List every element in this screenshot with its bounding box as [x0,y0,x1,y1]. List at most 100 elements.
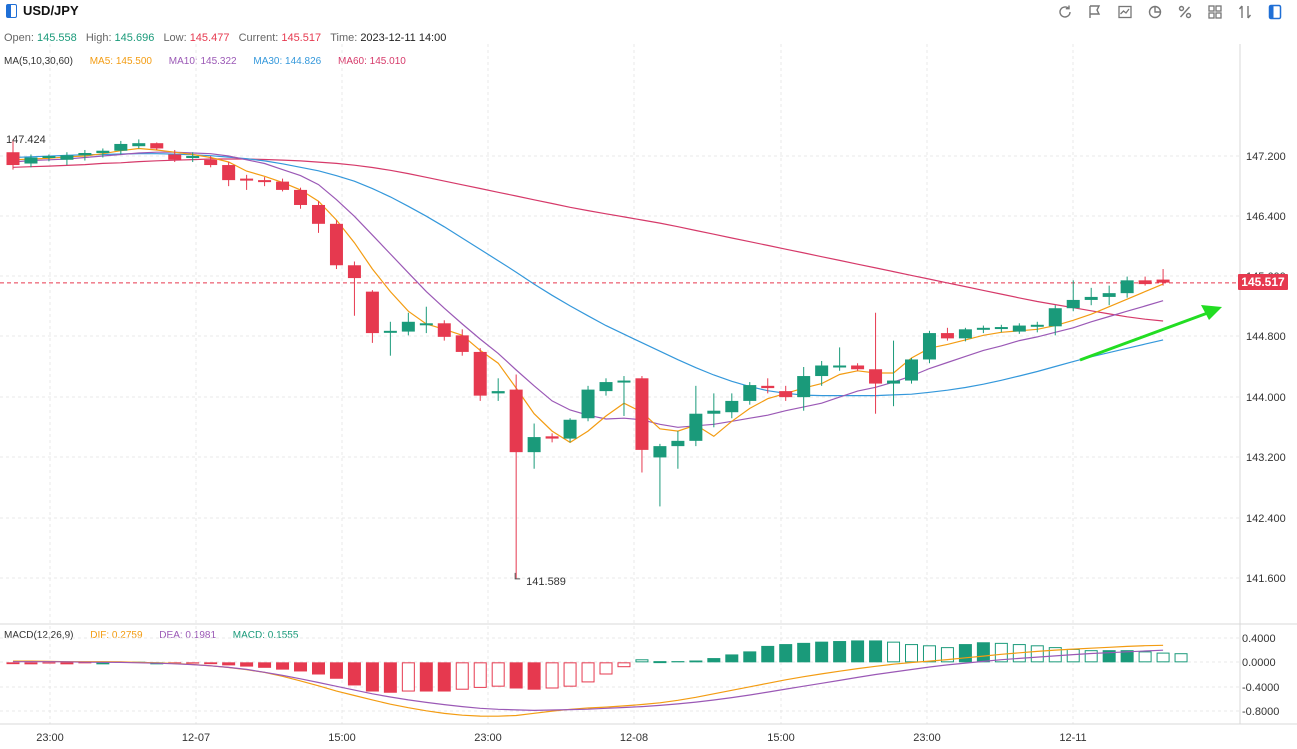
candle-body [419,323,433,326]
candle [60,152,74,166]
time-value: 2023-12-11 14:00 [360,32,447,44]
macd-bar [922,645,936,663]
candle-body [473,351,487,396]
macd-tick-label: 0.0000 [1242,657,1276,669]
macd-bar [491,662,505,687]
candle [887,340,901,407]
candle [347,261,361,316]
macd-bar [1084,650,1098,663]
open-label: Open: [4,32,34,44]
candle-body [779,391,793,398]
candle [240,174,254,190]
candle-body [797,376,811,398]
macd-bar [599,662,613,675]
macd-bar [1120,650,1134,663]
low-annotation: 141.589 [526,576,566,588]
candle [761,378,775,394]
candle [204,156,218,168]
pie-icon[interactable] [1141,2,1169,22]
candle [114,140,128,155]
macd-legend-title: MACD(12,26,9) [4,630,74,641]
candle [186,152,200,163]
percent-icon[interactable] [1171,2,1199,22]
trend-arrow-head [1201,305,1222,320]
macd-bar [635,659,649,663]
candle-body [347,265,361,279]
candle [1030,321,1044,333]
candle [922,330,936,364]
candle [581,385,595,422]
macd-bar [383,662,397,693]
indicator-icon[interactable] [1111,2,1139,22]
candle-body [599,382,613,392]
macd-bar [707,658,721,663]
candle-body [401,321,415,332]
candle [994,324,1008,333]
macd-bar [365,662,379,692]
macd-bar [347,662,361,686]
candle [869,312,883,414]
refresh-icon[interactable] [1051,2,1079,22]
candle [222,162,236,187]
candle-body [887,380,901,384]
candle-body [1156,279,1170,283]
low-value: 145.477 [189,32,230,44]
grid-icon[interactable] [1201,2,1229,22]
candle [509,374,523,579]
macd-bar [761,645,775,663]
draw-icon[interactable] [1081,2,1109,22]
macd-bar [6,662,20,665]
high-label: High: [85,32,112,44]
candle [311,201,325,233]
macd-dea-line [13,649,1164,712]
macd-bar [958,644,972,663]
macd-bar [563,662,577,687]
current-label: Current: [238,32,279,44]
macd-bar [294,662,308,672]
compare-icon[interactable] [1231,2,1259,22]
candle-body [958,329,972,339]
macd-bar [940,647,954,663]
macd-tick-label: 0.4000 [1242,633,1276,645]
macd-bar [240,662,254,667]
macd-bar [527,662,541,690]
candle [24,154,38,168]
candle-body [311,204,325,224]
macd-bar [329,662,343,679]
candle-body [1066,299,1080,309]
candle-body [815,365,829,377]
panel-toggle-icon[interactable] [6,3,17,18]
macd-bar [437,662,451,692]
macd-bar [905,644,918,663]
ma60-legend: MA60: 145.010 [337,56,406,67]
x-tick-label: 15:00 [767,732,795,744]
candle-body [581,389,595,419]
macd-bar [419,662,433,692]
candle [437,320,451,341]
candle-body [563,419,577,439]
candle-body [905,359,918,381]
macd-bar [725,654,739,663]
candle [6,139,20,170]
candle-body [922,333,936,360]
panel-icon[interactable] [1261,2,1289,22]
candle-body [1102,293,1116,297]
candle [958,327,972,342]
macd-bar [168,662,182,664]
candle [491,378,505,401]
macd-bar [976,642,990,663]
macd-bar [617,662,631,668]
candle-body [42,156,56,158]
macd-bar [473,662,487,688]
candle [132,139,146,149]
candle-body [1084,296,1098,300]
candle-body [869,369,883,384]
macd-bar [1048,647,1062,663]
candle [545,433,559,443]
candle [419,306,433,334]
candle-body [527,437,541,453]
candle [1048,305,1062,336]
grid-lines [0,44,1240,724]
candle-body [545,436,559,439]
